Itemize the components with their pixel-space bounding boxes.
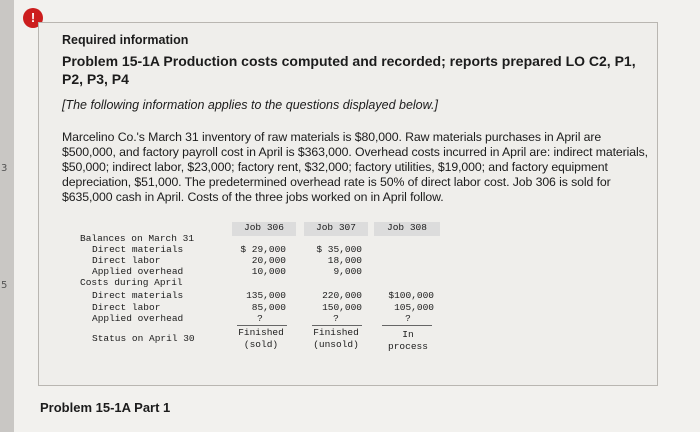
problem-title: Problem 15-1A Production costs computed … [62,53,636,87]
cell-306-bal-oh: 10,000 [251,266,286,277]
cell-306-apr-oh: ? [257,313,263,324]
cell-306-status-1: Finished [238,327,284,338]
row-label-apr-direct-labor: Direct labor [92,302,161,313]
row-label-apr-direct-materials: Direct materials [92,290,184,301]
cell-306-apr-dl: 85,000 [251,302,286,313]
column-header-job-306: Job 306 [232,222,296,236]
cell-307-apr-dm: 220,000 [322,290,362,301]
column-header-job-308: Job 308 [374,222,440,236]
row-label-apr-applied-overhead: Applied overhead [92,313,184,324]
left-sidebar-strip: 3 5 [0,0,14,432]
cell-307-apr-oh: ? [333,313,339,324]
cell-308-apr-dm: $100,000 [388,290,434,301]
cell-308-apr-oh: ? [405,313,411,324]
cell-306-apr-dm: 135,000 [246,290,286,301]
cell-308-status-2: process [388,341,428,352]
edge-number: 3 [1,163,8,174]
cell-308-status-1: In [402,329,414,340]
info-note: [The following information applies to th… [62,98,438,112]
problem-paragraph: Marcelino Co.'s March 31 inventory of ra… [62,130,648,204]
underline-307 [312,325,362,326]
cell-307-apr-dl: 150,000 [322,302,362,313]
cell-307-status-2: (unsold) [313,339,359,350]
part-label: Problem 15-1A Part 1 [40,400,171,415]
cell-307-bal-dm: $ 35,000 [316,244,362,255]
cell-307-bal-oh: 9,000 [333,266,362,277]
row-label-costs-april: Costs during April [80,277,183,288]
cell-307-bal-dl: 18,000 [327,255,362,266]
underline-308 [382,325,432,326]
row-label-bal-applied-overhead: Applied overhead [92,266,184,277]
row-label-bal-direct-labor: Direct labor [92,255,161,266]
column-header-job-307: Job 307 [304,222,368,236]
row-label-status: Status on April 30 [92,333,195,344]
row-label-balances: Balances on March 31 [80,233,195,244]
cell-306-status-2: (sold) [243,339,279,350]
cell-308-apr-dl: 105,000 [394,302,434,313]
edge-number: 5 [1,280,8,291]
cell-306-bal-dm: $ 29,000 [240,244,286,255]
underline-306 [237,325,287,326]
required-information-label: Required information [62,33,189,47]
row-label-bal-direct-materials: Direct materials [92,244,184,255]
cell-306-bal-dl: 20,000 [251,255,286,266]
cell-307-status-1: Finished [313,327,359,338]
